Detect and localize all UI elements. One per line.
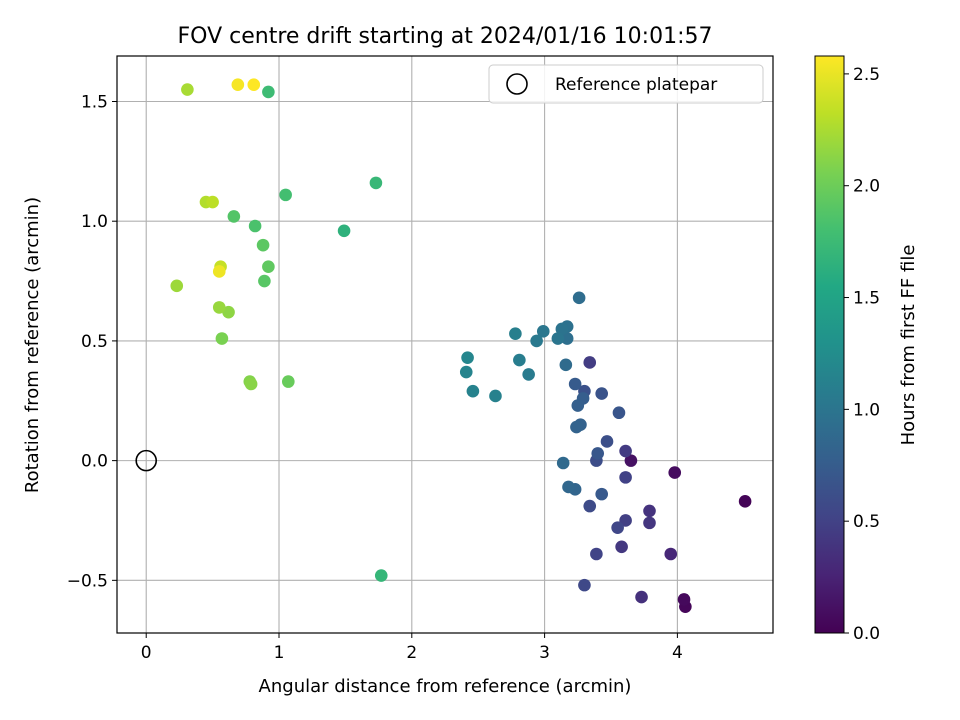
scatter-point: [619, 444, 632, 458]
scatter-point: [583, 356, 597, 369]
scatter-point: [244, 377, 258, 391]
y-tick-label: 0.0: [81, 452, 108, 472]
scatter-point: [668, 466, 682, 479]
scatter-point: [206, 195, 219, 209]
colorbar-tick-label: 0.0: [853, 624, 880, 644]
scatter-point: [635, 590, 648, 604]
colorbar-tick-label: 1.5: [853, 289, 880, 309]
scatter-point: [571, 399, 585, 412]
y-tick-label: −0.5: [67, 571, 108, 591]
x-tick-label: 4: [672, 643, 683, 663]
scatter-point: [522, 368, 535, 381]
scatter-point: [374, 569, 388, 582]
scatter-point: [262, 260, 275, 273]
scatter-point: [247, 78, 261, 92]
scatter-point: [619, 471, 632, 484]
scatter-point: [600, 435, 614, 448]
y-tick-label: 1.0: [81, 212, 108, 232]
scatter-point: [222, 305, 235, 319]
scatter-point: [489, 389, 502, 403]
y-tick-label: 0.5: [81, 332, 108, 352]
scatter-point: [590, 547, 603, 561]
scatter-point: [562, 480, 575, 494]
colorbar-tick-label: 0.5: [853, 512, 880, 532]
colorbar-tick-label: 1.0: [853, 400, 880, 420]
scatter-point: [559, 358, 573, 372]
y-axis-ticks: −0.5 0.0 0.5 1.0 1.5: [67, 92, 117, 591]
scatter-point: [279, 188, 292, 202]
scatter-point: [615, 540, 628, 554]
scatter-point: [369, 176, 383, 190]
scatter-point: [337, 224, 351, 238]
scatter-point: [556, 456, 570, 470]
x-axis-label: Angular distance from reference (arcmin): [259, 676, 632, 697]
scatter-point: [536, 325, 550, 338]
scatter-point: [583, 499, 597, 513]
scatter-point: [560, 332, 574, 345]
scatter-point: [181, 83, 194, 96]
scatter-point: [212, 301, 226, 314]
scatter-point: [595, 387, 608, 400]
scatter-point: [551, 332, 565, 345]
scatter-points: [170, 78, 752, 613]
scatter-point: [664, 547, 678, 561]
scatter-point: [170, 279, 184, 293]
scatter-point: [738, 495, 752, 508]
scatter-point: [282, 375, 295, 388]
colorbar-label: Hours from first FF file: [898, 245, 919, 446]
scatter-point: [513, 353, 526, 367]
scatter-point: [568, 377, 582, 391]
colorbar-ticks: 0.0 0.5 1.0 1.5 2.0 2.5: [844, 65, 880, 644]
colorbar-tick-label: 2.5: [853, 65, 880, 85]
scatter-point: [248, 219, 262, 233]
scatter-point: [643, 516, 656, 530]
scatter-point: [509, 327, 522, 341]
scatter-point: [256, 238, 270, 252]
scatter-point: [262, 85, 275, 99]
reference-platepar-marker: [135, 449, 158, 472]
legend: Reference platepar: [488, 64, 764, 104]
x-tick-label: 2: [406, 643, 417, 663]
scatter-point: [459, 365, 473, 379]
legend-marker: [506, 73, 528, 95]
plot-frame: [116, 55, 774, 634]
y-axis-label: Rotation from reference (arcmin): [22, 197, 43, 493]
grid: [117, 56, 773, 633]
x-tick-label: 1: [274, 643, 285, 663]
scatter-point: [677, 593, 691, 606]
scatter-point: [227, 210, 241, 223]
x-tick-label: 3: [539, 643, 550, 663]
x-axis-ticks: 0 1 2 3 4: [141, 633, 683, 663]
scatter-point: [258, 274, 271, 288]
scatter-point: [612, 406, 626, 420]
scatter-point: [595, 487, 608, 501]
scatter-point: [555, 322, 569, 336]
chart-title: FOV centre drift starting at 2024/01/16 …: [178, 24, 713, 49]
scatter-point: [215, 332, 229, 345]
scatter-point: [570, 420, 583, 434]
scatter-point: [461, 351, 474, 364]
colorbar: [814, 55, 845, 634]
scatter-point: [591, 447, 605, 460]
scatter-point: [231, 78, 245, 92]
scatter-point: [624, 454, 638, 467]
x-tick-label: 0: [141, 643, 152, 663]
scatter-point: [212, 265, 226, 278]
legend-entry: Reference platepar: [555, 75, 717, 95]
scatter-point: [643, 504, 656, 518]
scatter-point: [466, 384, 480, 398]
legend-box: [488, 64, 764, 104]
scatter-point: [572, 291, 586, 305]
y-tick-label: 1.5: [81, 92, 108, 112]
scatter-point: [611, 521, 624, 534]
scatter-point: [578, 578, 591, 592]
scatter-point: [530, 334, 543, 348]
colorbar-tick-label: 2.0: [853, 177, 880, 197]
